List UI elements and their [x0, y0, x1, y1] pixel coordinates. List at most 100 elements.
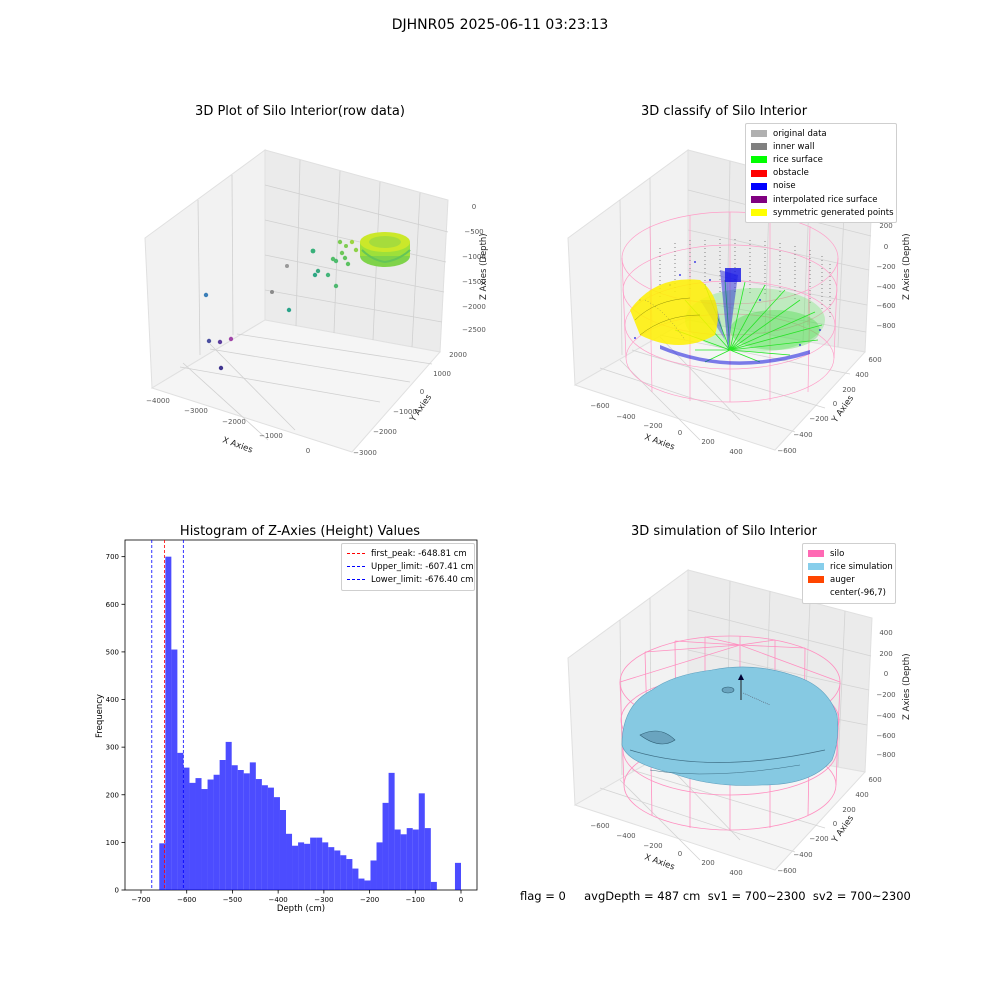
histogram-title: Histogram of Z-Axies (Height) Values [179, 524, 421, 539]
sim-xlabel: X Axies [643, 852, 676, 872]
histogram-ytick-label: 400 [106, 696, 119, 704]
legend-label: first_peak: -648.81 cm [371, 548, 467, 559]
histogram-bar [273, 797, 280, 890]
sim-ztick: −800 [876, 751, 895, 759]
histogram-bar [219, 760, 226, 890]
sim-ztick: −600 [876, 732, 895, 740]
histogram-bar [310, 837, 317, 890]
histogram-xtick-label: −500 [223, 896, 242, 904]
raw-xtick: −4000 [146, 397, 170, 405]
sim-xtick: 0 [678, 850, 682, 858]
sim-xtick: −600 [590, 822, 609, 830]
histogram-bar [388, 772, 395, 890]
raw-zlabel: Z Axies (Depth) [479, 233, 489, 300]
legend-label: rice simulation [830, 561, 893, 572]
histogram-bar [225, 741, 232, 890]
classify-ytick: 0 [833, 400, 837, 408]
legend-label: auger [830, 574, 855, 585]
classify-plot-title: 3D classify of Silo Interior [640, 104, 808, 119]
classify-ztick: 0 [884, 243, 888, 251]
sim-xtick: 200 [701, 859, 714, 867]
legend-swatch [751, 156, 767, 164]
sim-ytick: 400 [855, 791, 868, 799]
histogram-ytick-label: 100 [106, 839, 119, 847]
classify-xtick: 400 [729, 448, 742, 456]
histogram-xtick-label: −300 [314, 896, 333, 904]
classify-ytick: 400 [855, 371, 868, 379]
histogram-bar [201, 789, 208, 890]
histogram-bar [159, 843, 166, 890]
raw-ytick: −2000 [373, 428, 397, 436]
raw-ztick: −500 [464, 228, 483, 236]
legend-label: Upper_limit: -607.41 cm [371, 561, 474, 572]
legend-label: original data [773, 128, 827, 139]
simulation-plot-title: 3D simulation of Silo Interior [631, 524, 817, 539]
classify-xtick: 0 [678, 429, 682, 437]
histogram-bar [394, 829, 401, 890]
legend-swatch [751, 182, 767, 190]
legend-label: rice surface [773, 154, 823, 165]
histogram-ytick-label: 600 [106, 601, 119, 609]
classify-xtick: −200 [643, 422, 662, 430]
classify-ztick: −200 [876, 263, 895, 271]
histogram-bar [370, 860, 377, 890]
histogram-reference-lines [151, 540, 184, 890]
histogram-bars [159, 556, 461, 890]
simulation-legend: silo rice simulation auger center(-96,7) [802, 543, 896, 604]
histogram-bar [334, 850, 341, 890]
raw-scatter-points [203, 239, 359, 371]
legend-swatch [751, 169, 767, 177]
status-footer: flag = 0 avgDepth = 487 cm sv1 = 700~230… [520, 889, 911, 903]
raw-ytick: 1000 [433, 370, 451, 378]
raw-ytick: −3000 [353, 449, 377, 457]
sim-ytick: −400 [793, 851, 812, 859]
histogram-bar [237, 770, 244, 890]
histogram-bar [267, 787, 274, 890]
sim-ylabel: Y Axies [830, 813, 857, 845]
histogram-bar [430, 881, 437, 890]
histogram-bar [255, 779, 262, 890]
histogram-ylabel: Frequency [95, 694, 105, 738]
histogram-bar [231, 765, 238, 890]
histogram-bar [195, 778, 202, 890]
classify-ytick: 600 [868, 356, 881, 364]
raw-ytick: 2000 [449, 351, 467, 359]
histogram-bar [298, 842, 305, 890]
histogram-ytick-label: 200 [106, 791, 119, 799]
raw-xtick: −2000 [222, 418, 246, 426]
histogram-bar [382, 802, 389, 890]
sim-ytick: −200 [809, 835, 828, 843]
sim-ytick: 0 [833, 820, 837, 828]
histogram-legend: first_peak: -648.81 cm Upper_limit: -607… [341, 543, 475, 591]
histogram-bar [292, 845, 299, 890]
legend-label: obstacle [773, 168, 809, 179]
histogram-bar [249, 762, 256, 890]
histogram-bar [316, 837, 323, 890]
raw-xtick: −3000 [184, 407, 208, 415]
sim-xtick: 400 [729, 869, 742, 877]
raw-xtick: 0 [306, 447, 310, 455]
histogram-bar [376, 842, 383, 890]
legend-label: noise [773, 181, 796, 192]
classify-xtick: −600 [590, 402, 609, 410]
legend-swatch [751, 196, 767, 204]
histogram-bar [177, 752, 184, 890]
histogram-xtick-label: −200 [360, 896, 379, 904]
sim-ytick: 200 [842, 806, 855, 814]
histogram-bar [364, 880, 371, 890]
histogram-xtick-label: −600 [177, 896, 196, 904]
legend-swatch [751, 209, 767, 217]
histogram-bar [171, 649, 178, 890]
sim-ytick: −600 [777, 867, 796, 875]
raw-ytick: 0 [420, 388, 424, 396]
classify-ztick: −600 [876, 302, 895, 310]
raw-silo-ring [360, 232, 411, 267]
sim-ztick: 400 [879, 629, 892, 637]
legend-swatch [808, 563, 824, 571]
classify-zlabel: Z Axies (Depth) [902, 233, 912, 300]
histogram-xtick-label: −700 [131, 896, 150, 904]
histogram-xtick-label: 0 [459, 896, 463, 904]
raw-ztick: −1000 [462, 253, 486, 261]
classify-ytick: −400 [793, 431, 812, 439]
raw-plot-title: 3D Plot of Silo Interior(row data) [195, 104, 405, 119]
